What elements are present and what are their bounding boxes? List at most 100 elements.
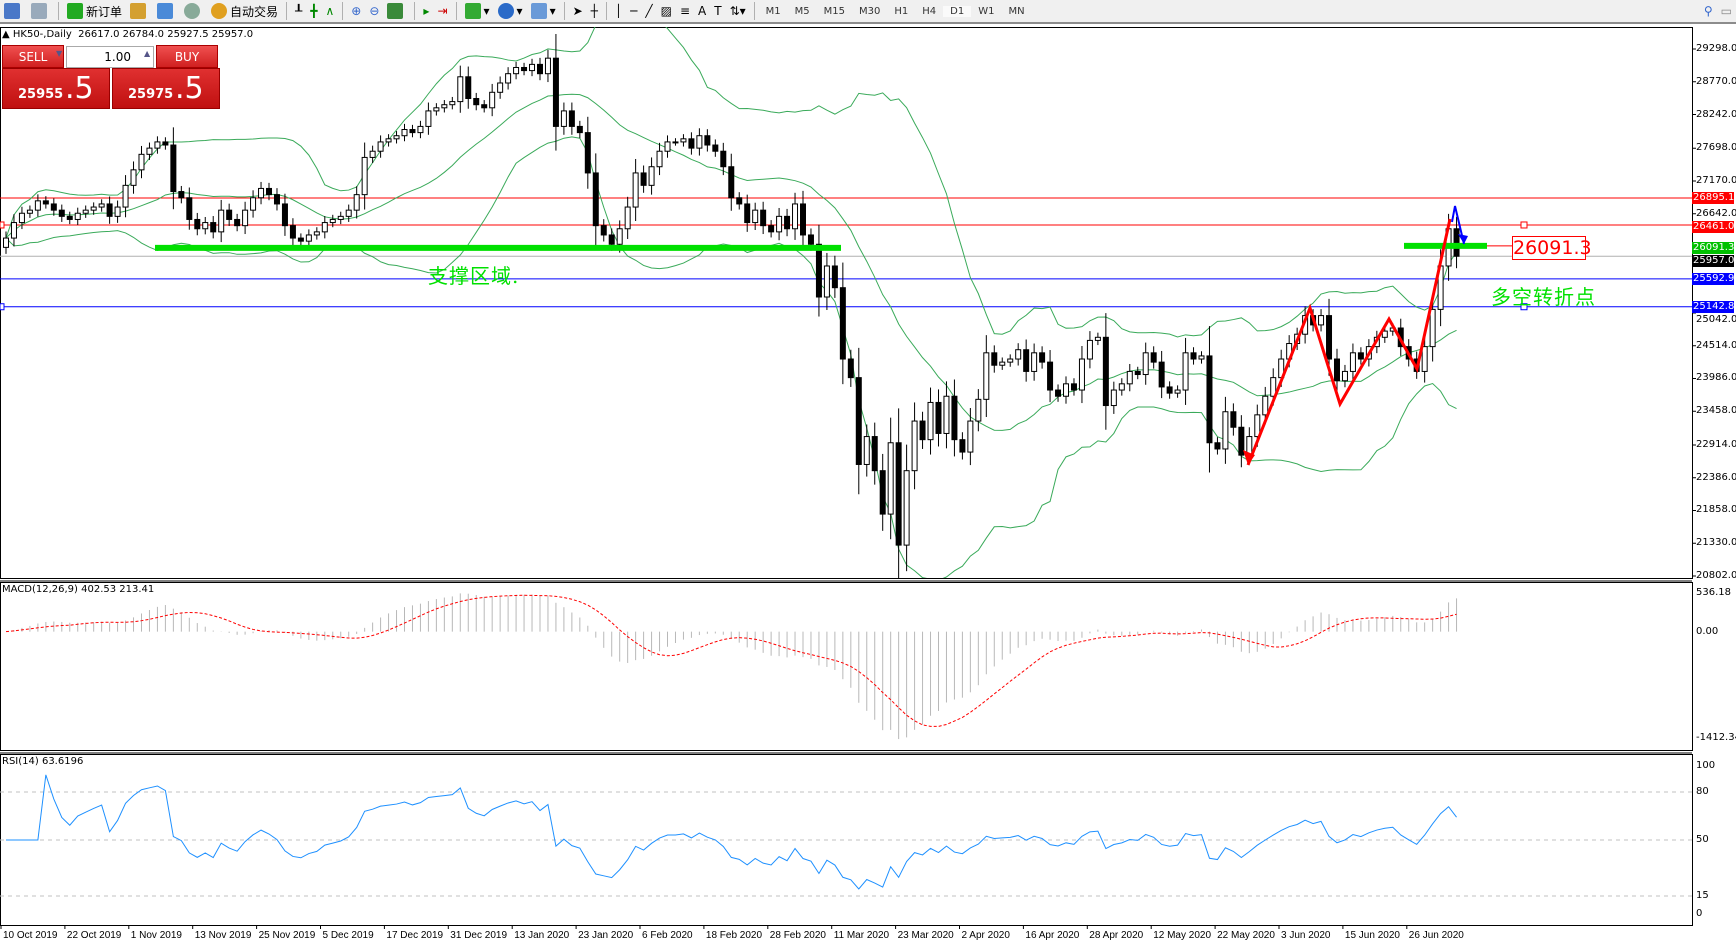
candle[interactable] [234,218,241,227]
candle[interactable] [879,470,886,515]
candle[interactable] [90,206,97,211]
candle[interactable] [1190,352,1197,360]
zoom-in-icon[interactable]: ⊕ [351,4,362,18]
candle[interactable] [10,222,17,239]
candle[interactable] [250,197,257,211]
support-zone-annotation[interactable]: 支撑区域. [428,264,520,288]
candle[interactable] [839,287,846,360]
candle[interactable] [1182,352,1189,391]
candle[interactable] [497,82,504,93]
timeframe-h1[interactable]: H1 [894,5,909,17]
candle[interactable] [800,203,806,236]
candle[interactable] [895,442,902,546]
candle[interactable] [632,172,639,208]
candle[interactable] [584,132,591,174]
candle[interactable] [600,225,607,236]
candle[interactable] [823,265,830,298]
candle[interactable] [313,231,320,236]
candle[interactable] [417,125,424,134]
candle[interactable] [1206,355,1213,444]
signals-icon[interactable] [180,0,207,22]
sell-price[interactable]: 25955.5 [2,68,110,109]
candle[interactable] [847,358,854,379]
candle[interactable] [831,265,838,289]
candle[interactable] [1070,383,1077,391]
candle[interactable] [66,215,73,220]
candle[interactable] [592,172,599,227]
candle[interactable] [863,436,870,465]
arrows-icon[interactable]: ⇅▾ [729,4,746,18]
candle[interactable] [1102,336,1109,407]
candle[interactable] [178,191,185,199]
candle[interactable] [919,420,926,441]
candle[interactable] [680,138,687,143]
lot-increase-button[interactable]: ▲ [144,49,151,58]
candle[interactable] [281,203,288,227]
candle[interactable] [42,200,49,205]
candle[interactable] [1262,395,1269,416]
candle[interactable] [1421,346,1428,372]
candle[interactable] [273,194,280,205]
candle[interactable] [441,104,448,109]
candle[interactable] [744,203,751,224]
candle[interactable] [1254,414,1261,438]
buy-button[interactable]: BUY [156,45,218,68]
candle[interactable] [242,209,249,227]
timeframe-w1[interactable]: W1 [978,5,995,17]
candle[interactable] [656,150,663,168]
candle[interactable] [297,237,304,242]
candle[interactable] [768,225,775,233]
candle[interactable] [377,141,384,152]
candle[interactable] [1333,358,1340,382]
candle[interactable] [1453,228,1460,257]
new-order-button[interactable]: 新订单 [63,0,126,22]
candle[interactable] [154,141,161,149]
candle[interactable] [226,209,233,220]
candle[interactable] [576,125,583,134]
candle[interactable] [1198,355,1205,360]
candle[interactable] [433,107,440,112]
line-chart-icon[interactable]: ∧ [325,4,335,18]
candle[interactable] [1063,383,1070,397]
candle[interactable] [146,147,153,155]
candle[interactable] [991,352,998,366]
candle[interactable] [1031,352,1038,372]
level-anchor[interactable] [0,221,5,229]
bar-chart-icon[interactable]: ┸ [295,4,303,18]
timeframe-h4[interactable]: H4 [922,5,937,17]
experts-icon[interactable] [126,0,153,22]
candle[interactable] [911,420,918,472]
candle[interactable] [1039,352,1046,363]
candle[interactable] [648,166,655,186]
candle[interactable] [194,218,201,230]
candle[interactable] [640,172,647,186]
candle[interactable] [752,209,759,224]
blue-arrow-line[interactable] [1451,205,1465,245]
candle[interactable] [353,194,360,211]
text-icon[interactable]: A [698,4,707,18]
candle[interactable] [1230,411,1237,428]
timeframe-m30[interactable]: M30 [859,5,881,17]
candle[interactable] [1055,389,1062,397]
candle[interactable] [967,420,974,453]
candle[interactable] [1150,352,1157,363]
candle[interactable] [489,91,496,109]
candle[interactable] [401,129,408,137]
candle[interactable] [114,206,121,217]
candle[interactable] [720,150,727,168]
auto-scroll-icon[interactable]: ▸ [423,4,430,18]
candle[interactable] [712,144,719,152]
candle[interactable] [1326,315,1333,360]
candle[interactable] [704,135,711,146]
templates-icon[interactable]: ▾ [527,0,560,22]
candle[interactable] [1381,330,1388,338]
candle[interactable] [162,141,169,146]
candle[interactable] [266,187,273,196]
candle[interactable] [1357,352,1364,360]
tile-windows-icon[interactable] [383,0,410,22]
candle[interactable] [664,141,671,152]
menu-icon[interactable] [0,0,27,22]
candle[interactable] [1214,442,1221,450]
candle[interactable] [959,439,966,453]
candle[interactable] [616,228,623,245]
